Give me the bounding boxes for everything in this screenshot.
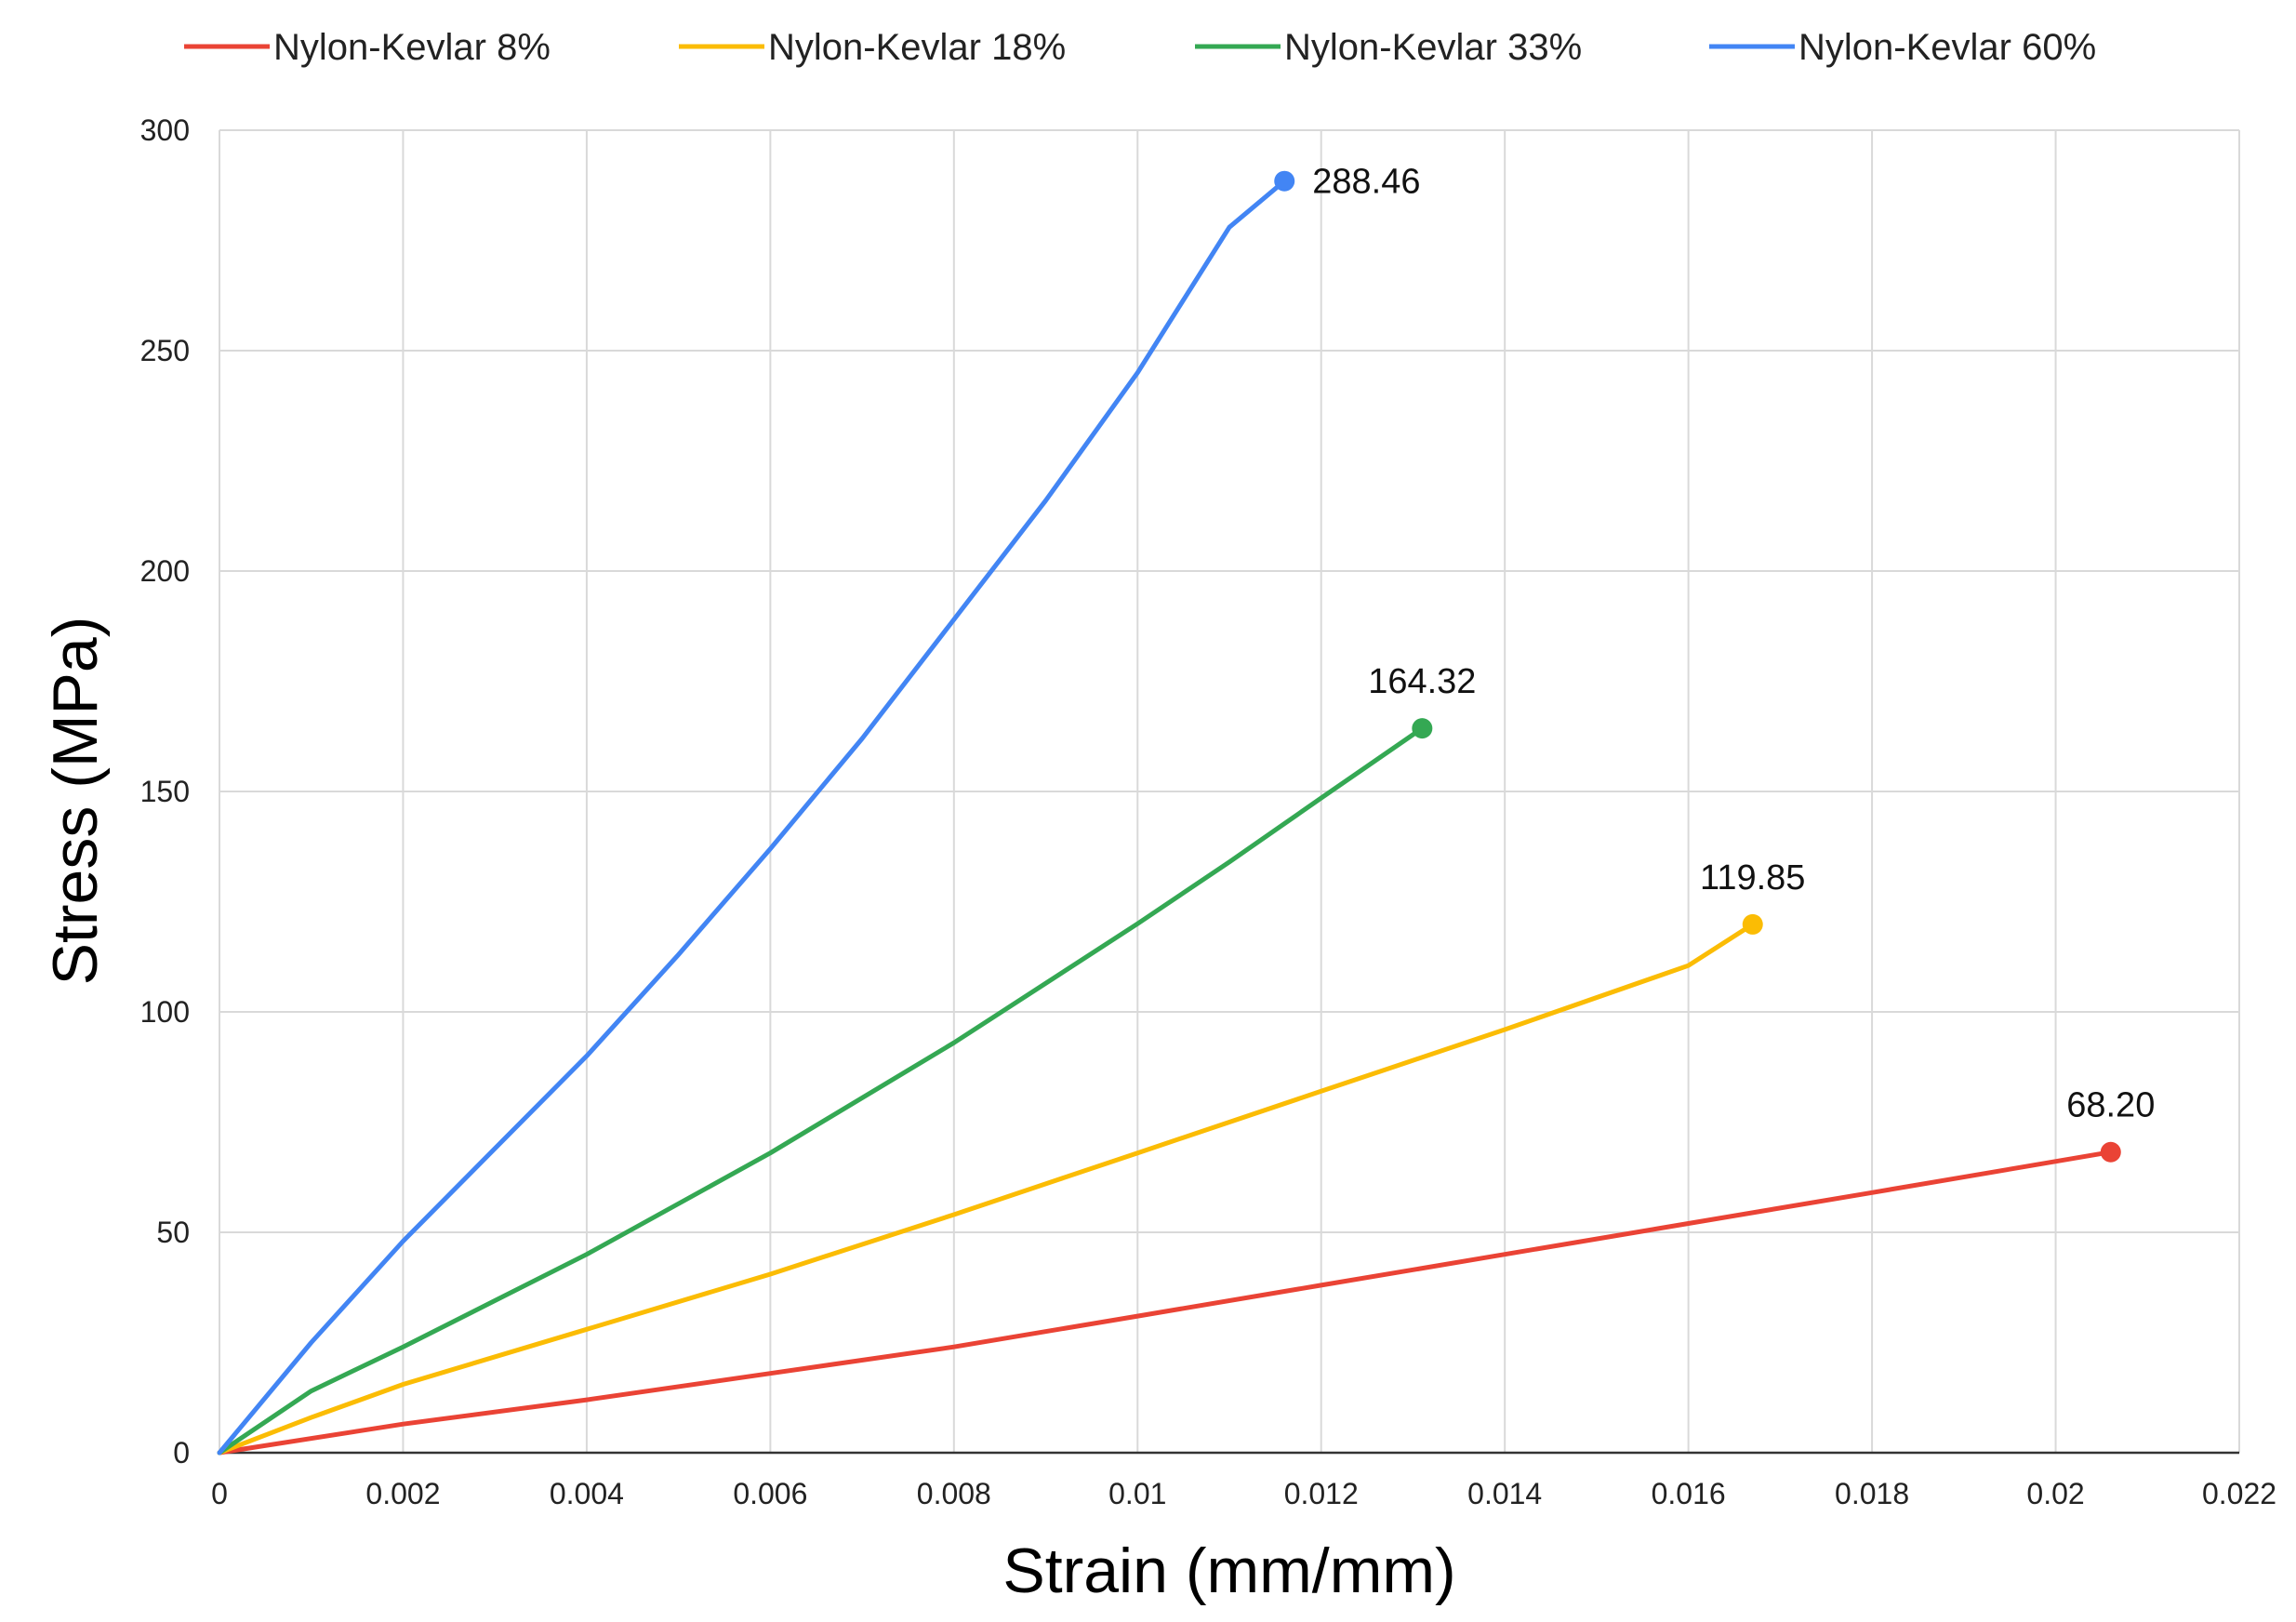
x-tick-label: 0.02 [2026,1477,2084,1510]
y-axis-label: Stress (MPa) [40,617,111,986]
series-end-point-4 [1274,170,1295,192]
x-tick-label: 0.014 [1467,1477,1542,1510]
y-axis-ticks: 0 50 100 150 200 250 300 [140,113,190,1469]
legend-label-1: Nylon-Kevlar 8% [273,27,551,68]
series-layer [217,170,2121,1456]
legend-label-2: Nylon-Kevlar 18% [768,27,1066,68]
legend: Nylon-Kevlar 8% Nylon-Kevlar 18% Nylon-Kev… [184,27,2096,68]
x-axis-ticks: 0 0.002 0.004 0.006 0.008 0.01 0.012 0.014 0.016… [211,1477,2276,1510]
series-line-3 [217,725,1425,1456]
series-line-1 [217,1150,2114,1456]
x-tick-label: 0.004 [550,1477,624,1510]
x-tick-label: 0.018 [1835,1477,1909,1510]
series-end-label-2: 119.85 [1700,858,1805,897]
x-tick-label: 0.002 [365,1477,440,1510]
y-tick-label: 250 [140,334,190,367]
y-tick-label: 50 [156,1216,190,1249]
legend-label-3: Nylon-Kevlar 33% [1284,27,1582,68]
data-labels: 68.20 119.85 164.32 288.46 [1312,163,2155,1125]
series-end-label-4: 288.46 [1312,163,1420,202]
series-end-point-2 [1742,913,1763,935]
x-tick-label: 0.008 [917,1477,991,1510]
x-tick-label: 0.012 [1284,1477,1359,1510]
series-end-label-1: 68.20 [2066,1086,2155,1125]
series-line-4 [217,179,1287,1456]
x-tick-label: 0 [211,1477,228,1510]
y-tick-label: 200 [140,554,190,588]
legend-label-4: Nylon-Kevlar 60% [1798,27,2096,68]
y-tick-label: 300 [140,113,190,147]
x-tick-label: 0.022 [2202,1477,2276,1510]
series-end-point-3 [1412,718,1433,739]
y-tick-label: 0 [173,1436,190,1469]
y-tick-label: 100 [140,995,190,1029]
x-axis-label: Strain (mm/mm) [1002,1536,1455,1606]
series-line-2 [217,922,1756,1456]
series-end-label-3: 164.32 [1368,662,1476,701]
x-tick-label: 0.01 [1108,1477,1166,1510]
x-tick-label: 0.006 [733,1477,807,1510]
x-tick-label: 0.016 [1652,1477,1726,1510]
grid [219,129,2240,1454]
y-tick-label: 150 [140,775,190,808]
series-end-point-1 [2100,1141,2121,1163]
